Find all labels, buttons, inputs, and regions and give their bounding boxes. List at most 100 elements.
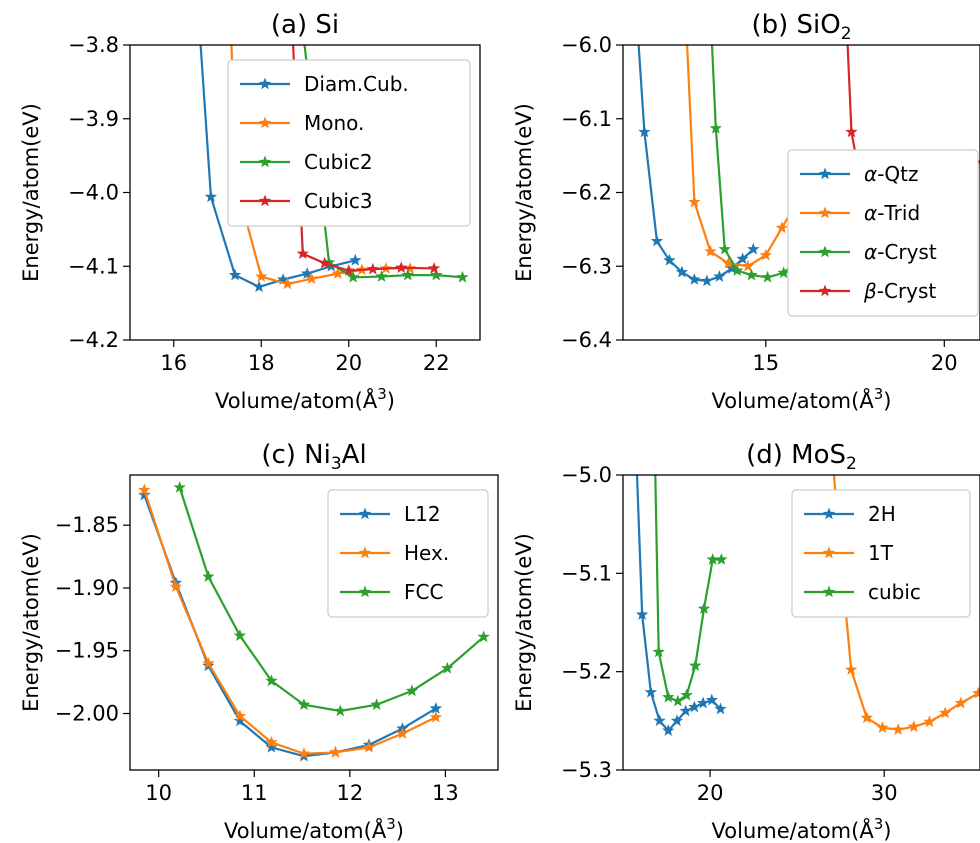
title-tail: Al — [342, 440, 367, 470]
y-tick-label: −5.2 — [561, 660, 612, 684]
legend-marker — [822, 546, 836, 559]
legend-marker — [822, 507, 836, 520]
legend: 2H 1T cubic — [791, 489, 971, 618]
data-point — [972, 686, 980, 699]
legend-label: FCC — [404, 580, 443, 604]
legend-label: α-Qtz — [864, 162, 919, 186]
legend-marker — [818, 206, 832, 219]
data-point — [349, 253, 362, 266]
data-point — [675, 265, 689, 278]
legend: α-Qtz α-Trid α-Cryst β-Cryst — [787, 149, 979, 317]
data-point — [366, 262, 379, 275]
data-point — [429, 710, 443, 723]
data-point — [456, 270, 469, 283]
title-subscript: 3 — [331, 454, 342, 474]
series-line-FCC — [178, 487, 485, 713]
y-axis-label: Energy/atom(eV) — [512, 533, 536, 712]
data-point — [296, 247, 309, 259]
data-point — [334, 704, 347, 717]
legend-label: Hex. — [404, 541, 449, 565]
y-axis-label: Energy/atom(eV) — [19, 103, 43, 282]
axes-frame — [129, 44, 481, 341]
y-tick-label: −1.85 — [55, 513, 119, 537]
x-tick-label: 18 — [248, 351, 275, 375]
legend-label: β-Cryst — [863, 279, 936, 303]
x-axis-label: Volume/atom(Å3) — [712, 815, 892, 843]
data-point — [331, 267, 344, 279]
data-point — [876, 721, 889, 733]
data-point — [233, 714, 247, 727]
data-point — [745, 268, 758, 281]
data-point — [671, 694, 685, 707]
legend-marker — [258, 194, 272, 207]
y-tick-label: −6.0 — [561, 33, 612, 57]
data-point — [718, 242, 731, 255]
data-point — [441, 661, 454, 674]
legend-label: α-Trid — [864, 201, 920, 225]
legend-box — [327, 489, 489, 618]
data-point — [845, 125, 858, 138]
y-tick-label: −3.8 — [68, 33, 119, 57]
y-tick-label: −2.00 — [55, 702, 119, 726]
data-point — [680, 688, 693, 701]
data-point — [281, 277, 294, 290]
data-point — [233, 709, 247, 722]
legend-marker — [818, 245, 832, 258]
y-axis-label: Energy/atom(eV) — [19, 533, 43, 712]
data-point — [401, 268, 414, 281]
data-point — [860, 711, 873, 724]
y-tick-label: −3.9 — [68, 107, 119, 131]
title-subscript: 2 — [841, 24, 852, 44]
data-point — [138, 483, 151, 496]
data-point — [653, 714, 666, 727]
data-point — [169, 580, 183, 592]
data-point — [342, 264, 355, 276]
y-tick-label: −6.3 — [561, 254, 612, 278]
axes-frame — [622, 44, 980, 341]
legend-box — [791, 489, 971, 618]
x-tick-label: 20 — [335, 351, 362, 375]
data-point — [715, 553, 728, 565]
data-point — [736, 252, 749, 265]
panel-3: (c) Ni3Al Volume/atom(Å3) Energy/atom(eV) 1… — [19, 440, 499, 843]
legend-label: Diam.Cub. — [304, 72, 409, 96]
data-point — [173, 481, 186, 493]
data-point — [301, 267, 314, 279]
data-point — [923, 715, 936, 728]
data-point — [688, 195, 701, 208]
data-point — [202, 570, 215, 582]
x-tick-label: 12 — [336, 781, 363, 805]
legend-label: 2H — [868, 502, 896, 526]
data-point — [688, 700, 701, 713]
data-point — [670, 714, 684, 727]
y-axis-label: Energy/atom(eV) — [512, 103, 536, 282]
data-point — [305, 272, 318, 285]
data-point — [252, 280, 266, 293]
data-point — [204, 190, 218, 203]
panel-title: (d) MoS2 — [746, 440, 857, 474]
data-point — [907, 720, 921, 732]
y-tick-label: −6.4 — [561, 328, 612, 352]
legend-label: Cubic2 — [304, 150, 373, 174]
legend-box — [787, 149, 979, 317]
title-main: (c) Ni — [261, 440, 331, 470]
legend-marker — [818, 284, 832, 297]
data-point — [477, 630, 490, 643]
data-point — [722, 256, 735, 269]
y-tick-label: −5.3 — [561, 758, 612, 782]
panel-2: (b) SiO2 Volume/atom(Å3) Energy/atom(eV) 15… — [512, 10, 980, 413]
title-main: (b) SiO — [751, 10, 840, 40]
legend: Diam.Cub. Mono. Cubic2 Cubic3 — [227, 59, 471, 227]
data-point — [635, 608, 649, 620]
panel-4: (d) MoS2 Volume/atom(Å3) Energy/atom(eV) 20… — [512, 440, 980, 843]
x-tick-label: 22 — [423, 351, 450, 375]
legend-label: cubic — [868, 580, 921, 604]
legend-marker — [822, 585, 836, 598]
legend-label: L12 — [404, 502, 441, 526]
data-point — [370, 698, 383, 710]
data-point — [761, 270, 774, 283]
panel-title: (b) SiO2 — [751, 10, 851, 44]
data-point — [709, 121, 722, 134]
panel-title: (a) Si — [271, 10, 339, 40]
data-point — [644, 685, 658, 698]
